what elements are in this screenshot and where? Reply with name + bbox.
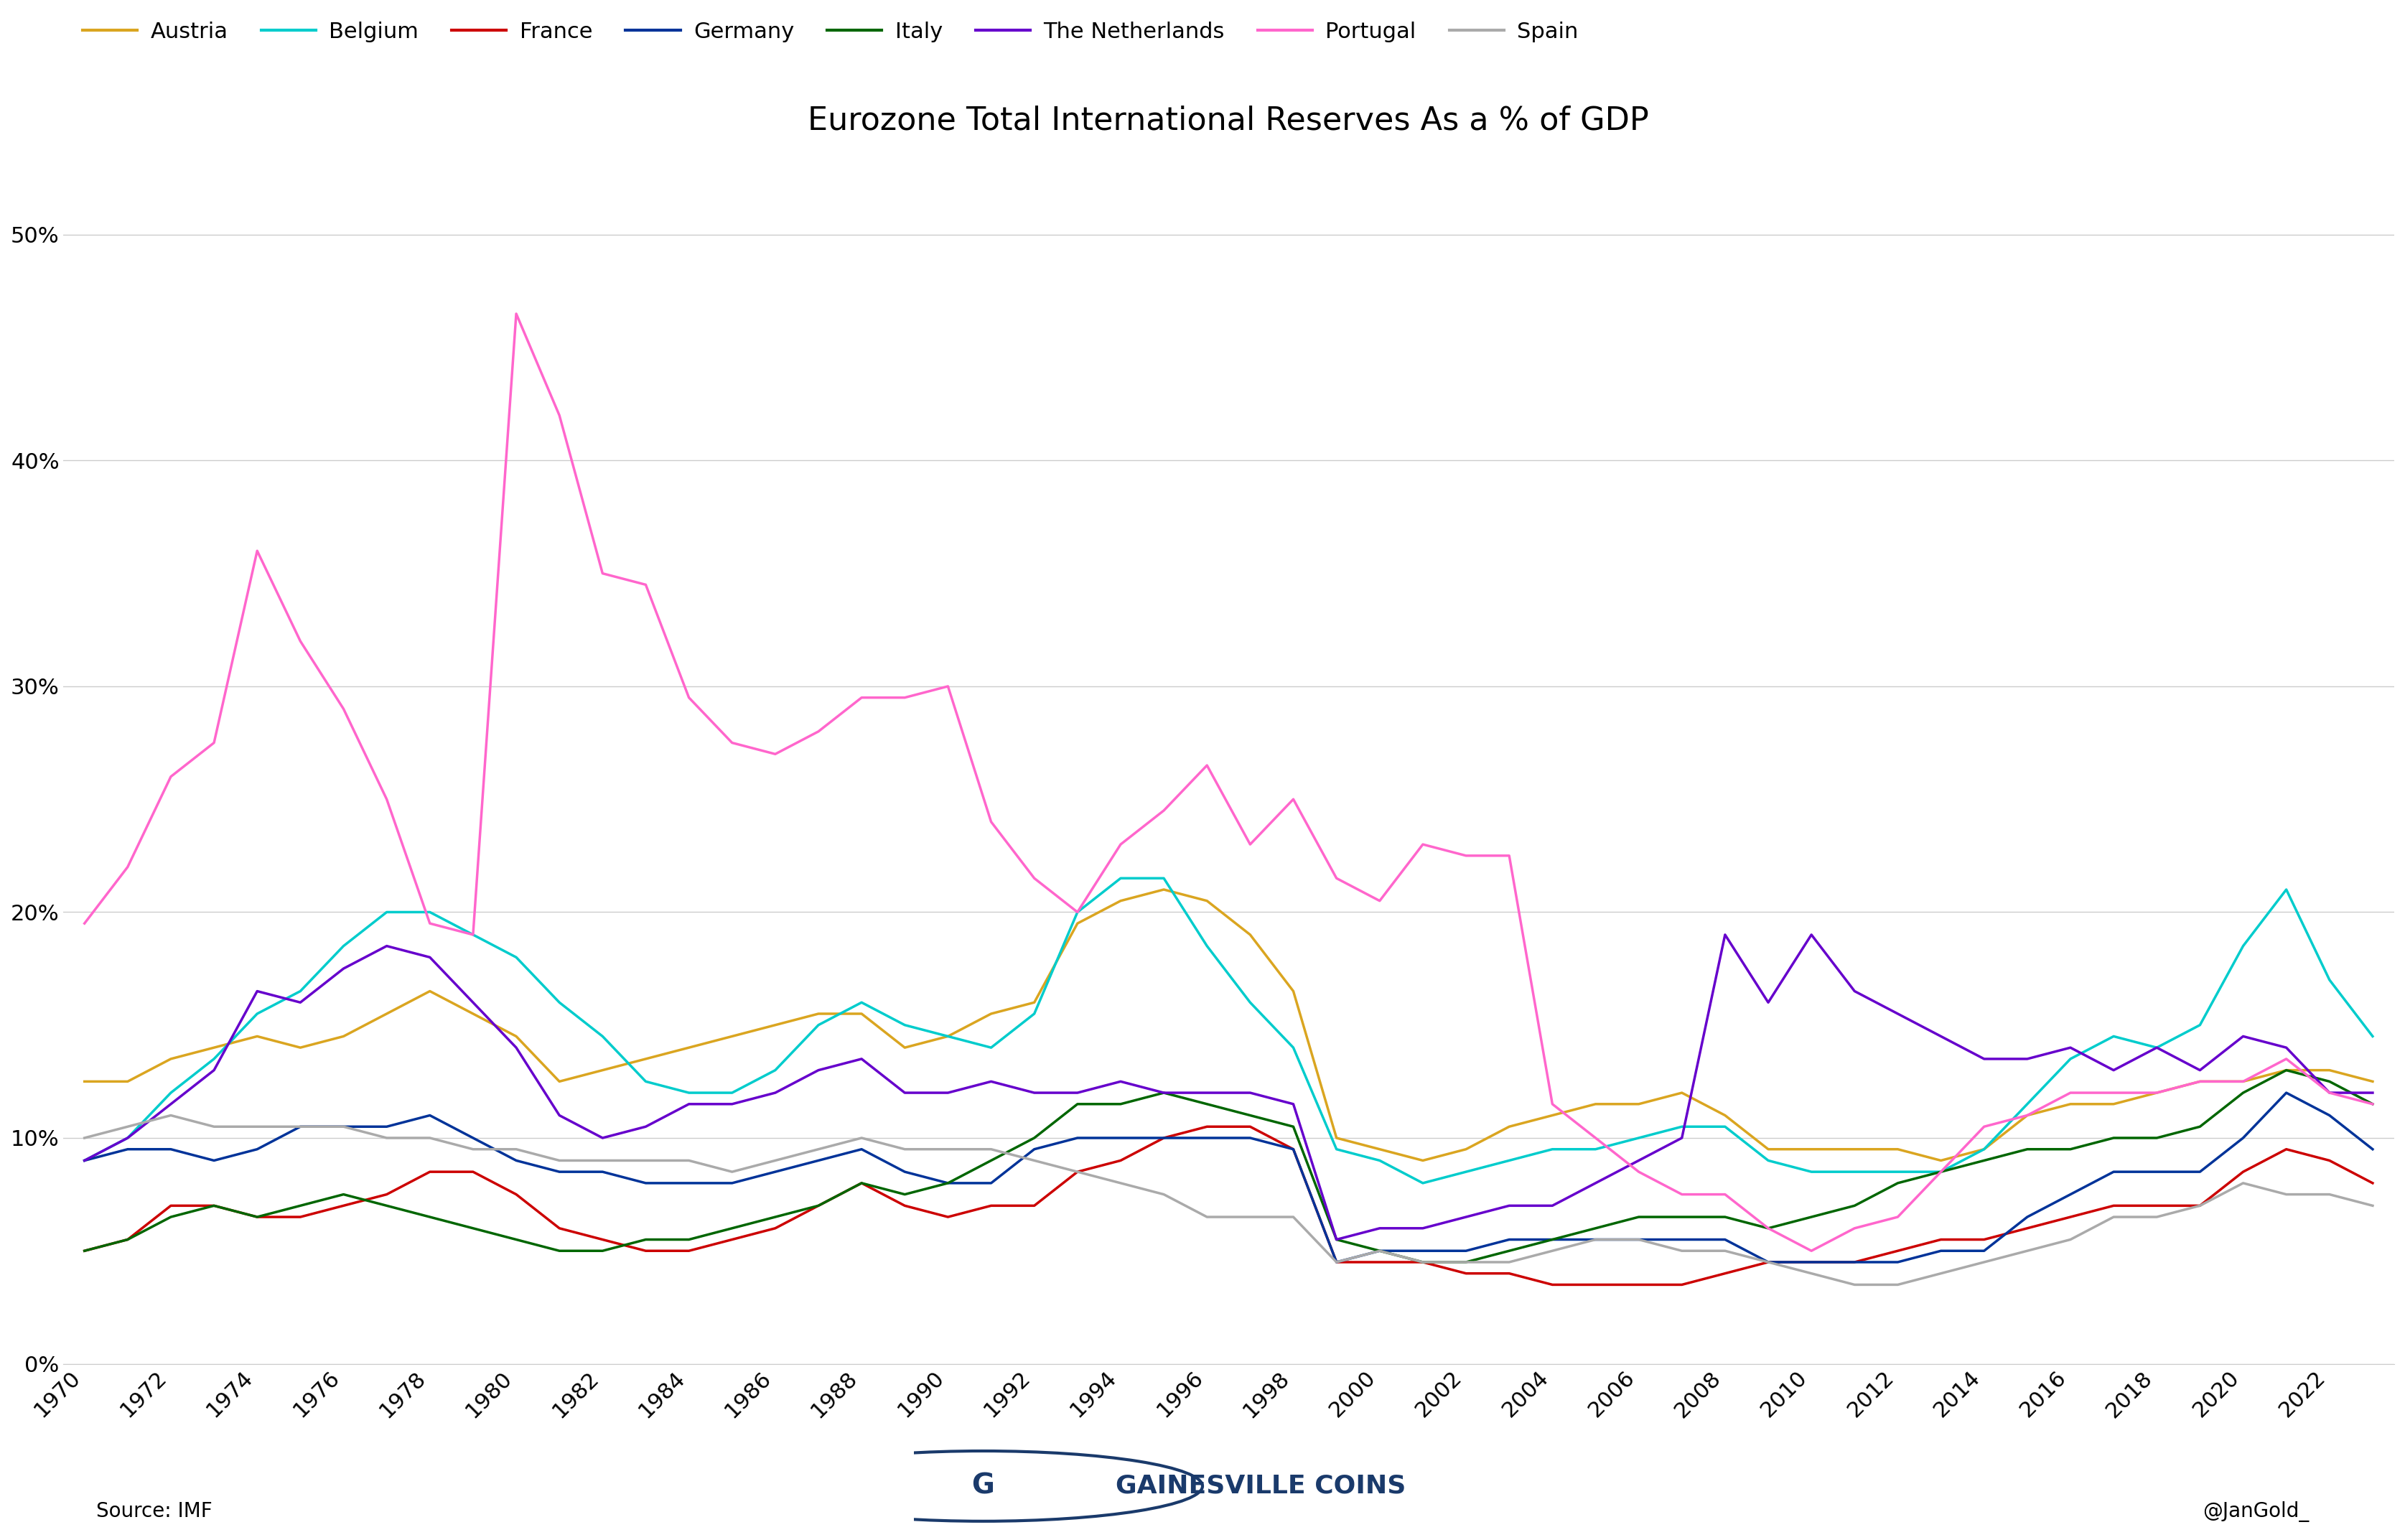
Text: @JanGold_: @JanGold_ [2203,1502,2309,1522]
Text: Source: IMF: Source: IMF [96,1502,212,1522]
Legend: Austria, Belgium, France, Germany, Italy, The Netherlands, Portugal, Spain: Austria, Belgium, France, Germany, Italy… [75,12,1587,51]
Title: Eurozone Total International Reserves As a % of GDP: Eurozone Total International Reserves As… [808,105,1650,136]
Text: G: G [972,1472,996,1500]
Text: GAINESVILLE COINS: GAINESVILLE COINS [1116,1474,1407,1498]
